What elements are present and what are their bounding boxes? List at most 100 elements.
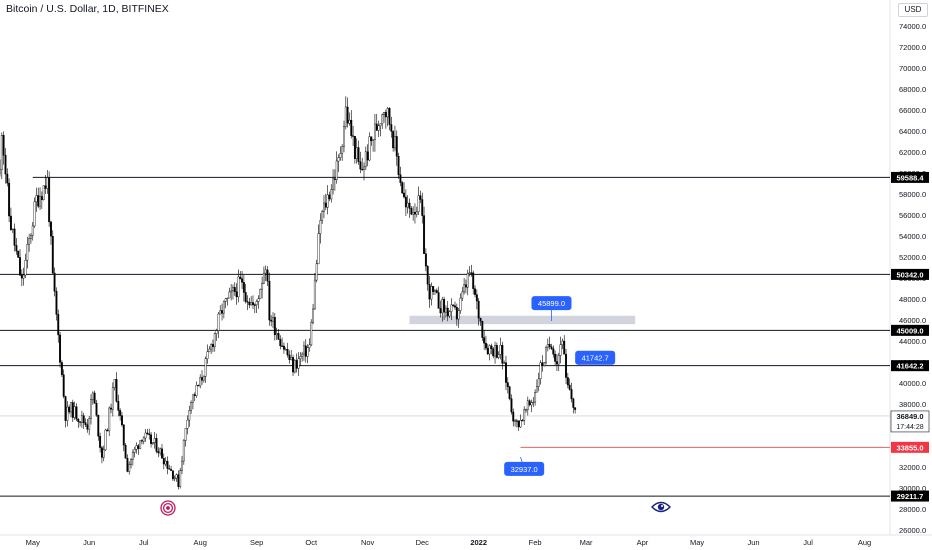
- candle: [421, 192, 424, 224]
- candle-body: [122, 424, 125, 446]
- candle-body: [486, 347, 489, 355]
- candle-body: [393, 136, 396, 149]
- candle-body: [366, 151, 369, 161]
- level-price-label: 45009.0: [891, 324, 929, 336]
- candle-body: [439, 308, 442, 314]
- candle: [197, 384, 200, 387]
- candle: [88, 416, 91, 436]
- candle: [297, 352, 300, 376]
- candle: [406, 195, 409, 214]
- candle-body: [137, 445, 140, 449]
- candle: [519, 414, 522, 428]
- candle-body: [226, 297, 229, 300]
- candle-body: [253, 304, 256, 306]
- candle-body: [534, 392, 537, 403]
- candle: [293, 359, 296, 374]
- currency-button[interactable]: USD: [898, 3, 928, 17]
- candle: [386, 107, 389, 127]
- candle: [355, 138, 358, 164]
- candle-body: [308, 344, 311, 348]
- candle: [272, 312, 274, 329]
- candle: [435, 288, 438, 294]
- candle-body: [142, 437, 145, 442]
- candle-body: [64, 396, 67, 421]
- candle-body: [257, 298, 260, 302]
- candle: [44, 174, 47, 194]
- candle: [563, 335, 566, 355]
- candle: [466, 269, 469, 296]
- candle-body: [464, 284, 467, 288]
- candle: [0, 132, 3, 180]
- eye-icon[interactable]: [651, 500, 671, 514]
- candle-body: [268, 280, 271, 321]
- candle-body: [559, 344, 562, 356]
- candle-body: [346, 106, 349, 124]
- candle-body: [55, 291, 58, 315]
- target-icon[interactable]: [160, 500, 176, 516]
- candle-body: [110, 407, 112, 410]
- candle-body: [483, 337, 486, 344]
- y-tick-label: 32000.0: [899, 463, 926, 472]
- candle-body: [565, 354, 567, 378]
- candle: [141, 439, 143, 445]
- candle: [546, 338, 549, 352]
- candle-body: [348, 119, 351, 124]
- candle-body: [546, 344, 549, 348]
- candle-body: [113, 379, 116, 388]
- candle: [494, 341, 497, 364]
- candle-body: [15, 245, 18, 252]
- candle-body: [141, 440, 143, 442]
- candle: [492, 346, 495, 359]
- candle-body: [128, 464, 131, 472]
- candle: [286, 342, 289, 358]
- candle: [168, 464, 171, 470]
- candle: [99, 432, 102, 453]
- candle-body: [446, 307, 449, 317]
- level-price-label: 29211.7: [891, 490, 929, 502]
- x-tick-label: Oct: [305, 538, 318, 547]
- candle-body: [168, 468, 171, 470]
- candle: [315, 259, 318, 283]
- candle: [131, 449, 134, 466]
- candle: [71, 399, 74, 423]
- candle: [193, 392, 196, 402]
- candle: [9, 207, 12, 231]
- x-tick-label: 2022: [470, 538, 487, 547]
- candle-body: [368, 136, 371, 161]
- candle: [517, 420, 520, 432]
- candle-body: [399, 174, 402, 183]
- candle-body: [233, 287, 236, 292]
- candle: [434, 289, 436, 295]
- candle: [528, 399, 531, 407]
- x-tick-label: Aug: [194, 538, 207, 547]
- candle: [548, 336, 551, 350]
- candle-body: [434, 290, 436, 292]
- candle: [60, 360, 63, 377]
- candle: [319, 213, 322, 244]
- candle-body: [315, 263, 318, 281]
- candle-body: [521, 420, 524, 422]
- candle-body: [319, 220, 322, 234]
- candle: [401, 181, 404, 195]
- candle: [486, 343, 489, 355]
- candle: [393, 125, 396, 152]
- candle-body: [515, 420, 518, 422]
- candle-body: [506, 382, 509, 387]
- candle-body: [40, 196, 43, 200]
- candle-body: [424, 253, 427, 267]
- candle: [252, 295, 254, 309]
- candle: [343, 120, 345, 153]
- candle: [457, 307, 460, 328]
- candle-body: [131, 452, 134, 460]
- candle: [237, 269, 240, 303]
- candle: [383, 112, 385, 123]
- candle: [239, 271, 242, 280]
- candle: [270, 315, 273, 327]
- candle-body: [386, 108, 389, 118]
- candle-body: [523, 409, 526, 421]
- candle: [397, 152, 400, 179]
- candle: [337, 154, 340, 173]
- candle: [364, 146, 367, 171]
- candle: [530, 399, 533, 413]
